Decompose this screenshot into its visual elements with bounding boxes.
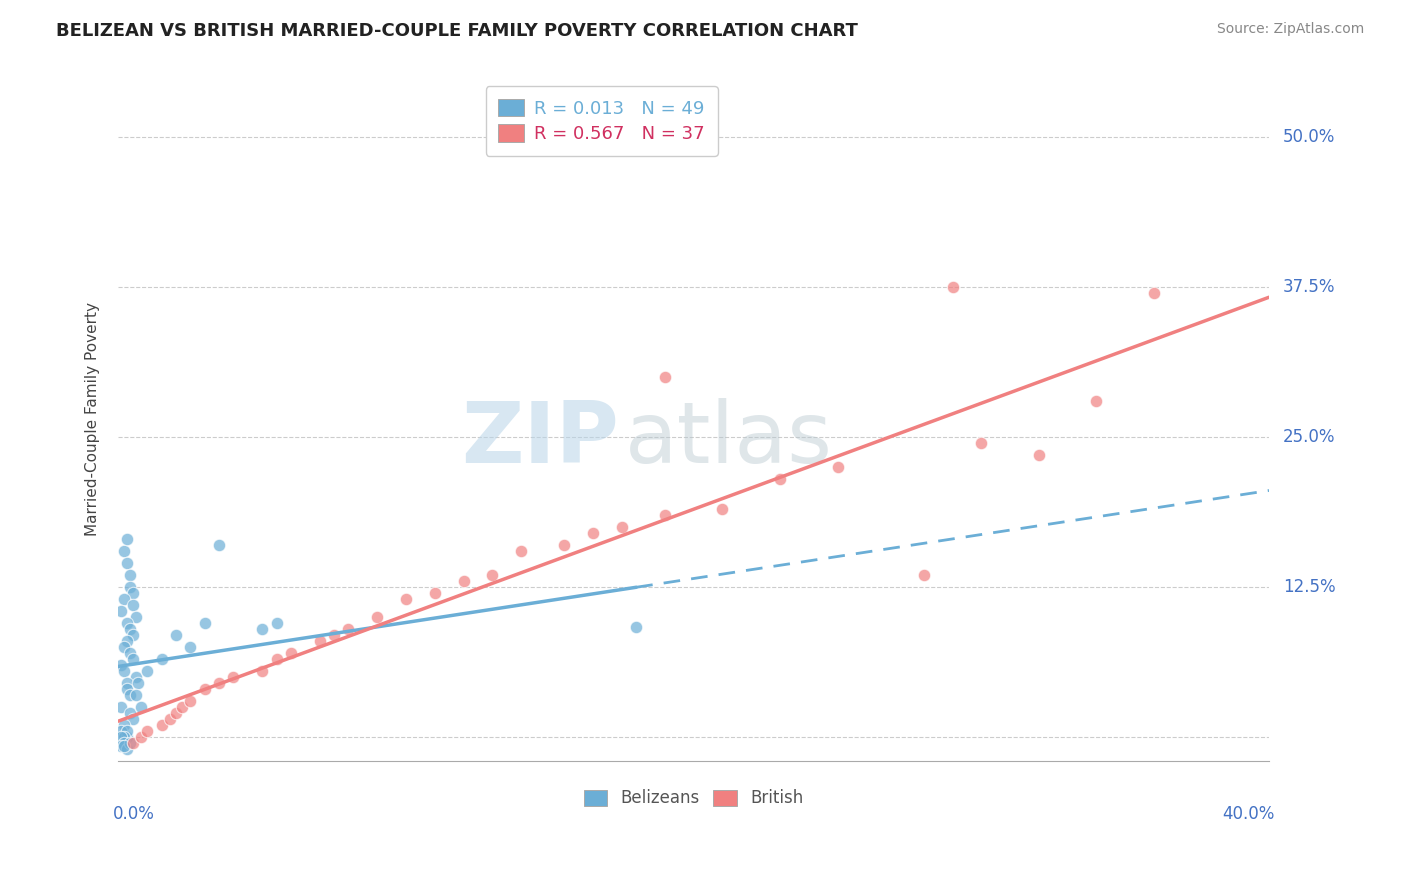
Text: 37.5%: 37.5% bbox=[1282, 278, 1336, 296]
Point bbox=[112, 739, 135, 754]
Point bbox=[624, 619, 647, 633]
Point bbox=[121, 586, 143, 600]
Point bbox=[970, 436, 993, 450]
Point bbox=[159, 712, 181, 726]
Point bbox=[170, 699, 193, 714]
Point bbox=[118, 568, 141, 582]
Point bbox=[115, 532, 138, 546]
Point bbox=[280, 646, 302, 660]
Point bbox=[118, 622, 141, 636]
Point bbox=[250, 622, 273, 636]
Point bbox=[112, 718, 135, 732]
Point bbox=[165, 628, 187, 642]
Point bbox=[110, 699, 132, 714]
Point bbox=[112, 664, 135, 678]
Point bbox=[208, 538, 231, 552]
Point bbox=[112, 730, 135, 744]
Legend: Belizeans, British: Belizeans, British bbox=[578, 782, 810, 814]
Point bbox=[1085, 394, 1108, 409]
Point bbox=[453, 574, 475, 588]
Point bbox=[112, 544, 135, 558]
Point bbox=[179, 640, 201, 654]
Point bbox=[115, 742, 138, 756]
Point bbox=[110, 657, 132, 672]
Point bbox=[118, 736, 141, 750]
Text: 0.0%: 0.0% bbox=[112, 805, 155, 823]
Point bbox=[121, 736, 143, 750]
Point bbox=[115, 556, 138, 570]
Text: Source: ZipAtlas.com: Source: ZipAtlas.com bbox=[1216, 22, 1364, 37]
Point bbox=[124, 688, 146, 702]
Point bbox=[423, 586, 446, 600]
Point bbox=[654, 130, 676, 145]
Point bbox=[942, 280, 965, 294]
Point bbox=[112, 736, 135, 750]
Point bbox=[366, 610, 388, 624]
Text: atlas: atlas bbox=[624, 398, 832, 481]
Point bbox=[266, 615, 288, 630]
Point bbox=[112, 592, 135, 607]
Point bbox=[136, 723, 159, 738]
Point bbox=[222, 670, 245, 684]
Point bbox=[110, 723, 132, 738]
Text: 12.5%: 12.5% bbox=[1282, 578, 1336, 596]
Text: 40.0%: 40.0% bbox=[1222, 805, 1275, 823]
Point bbox=[124, 610, 146, 624]
Point bbox=[110, 739, 132, 754]
Point bbox=[337, 622, 360, 636]
Point bbox=[136, 664, 159, 678]
Point bbox=[118, 646, 141, 660]
Point bbox=[194, 615, 217, 630]
Point bbox=[912, 568, 935, 582]
Point bbox=[194, 681, 217, 696]
Point bbox=[827, 460, 849, 475]
Point bbox=[128, 676, 150, 690]
Point bbox=[266, 652, 288, 666]
Point bbox=[121, 652, 143, 666]
Point bbox=[115, 615, 138, 630]
Point bbox=[112, 640, 135, 654]
Point bbox=[711, 502, 734, 516]
Text: 50.0%: 50.0% bbox=[1282, 128, 1336, 146]
Point bbox=[165, 706, 187, 720]
Point bbox=[395, 592, 418, 607]
Y-axis label: Married-Couple Family Poverty: Married-Couple Family Poverty bbox=[86, 302, 100, 536]
Point bbox=[124, 670, 146, 684]
Point bbox=[510, 544, 533, 558]
Point bbox=[582, 526, 605, 541]
Point bbox=[115, 634, 138, 648]
Point bbox=[131, 730, 153, 744]
Point bbox=[118, 580, 141, 594]
Point bbox=[118, 688, 141, 702]
Text: ZIP: ZIP bbox=[461, 398, 619, 481]
Point bbox=[115, 730, 138, 744]
Point bbox=[121, 598, 143, 612]
Point bbox=[179, 694, 201, 708]
Point bbox=[553, 538, 575, 552]
Point bbox=[115, 723, 138, 738]
Point bbox=[481, 568, 503, 582]
Point bbox=[150, 652, 173, 666]
Point bbox=[121, 628, 143, 642]
Point bbox=[769, 472, 792, 486]
Point bbox=[1028, 448, 1050, 462]
Point bbox=[118, 706, 141, 720]
Point bbox=[110, 730, 132, 744]
Point bbox=[131, 699, 153, 714]
Point bbox=[654, 370, 676, 384]
Point bbox=[208, 676, 231, 690]
Text: 25.0%: 25.0% bbox=[1282, 428, 1336, 446]
Point bbox=[121, 712, 143, 726]
Point bbox=[654, 508, 676, 522]
Point bbox=[308, 634, 330, 648]
Text: BELIZEAN VS BRITISH MARRIED-COUPLE FAMILY POVERTY CORRELATION CHART: BELIZEAN VS BRITISH MARRIED-COUPLE FAMIL… bbox=[56, 22, 858, 40]
Point bbox=[110, 604, 132, 618]
Point bbox=[115, 676, 138, 690]
Point bbox=[250, 664, 273, 678]
Point bbox=[1143, 286, 1166, 301]
Point bbox=[610, 520, 633, 534]
Point bbox=[115, 681, 138, 696]
Point bbox=[150, 718, 173, 732]
Point bbox=[323, 628, 346, 642]
